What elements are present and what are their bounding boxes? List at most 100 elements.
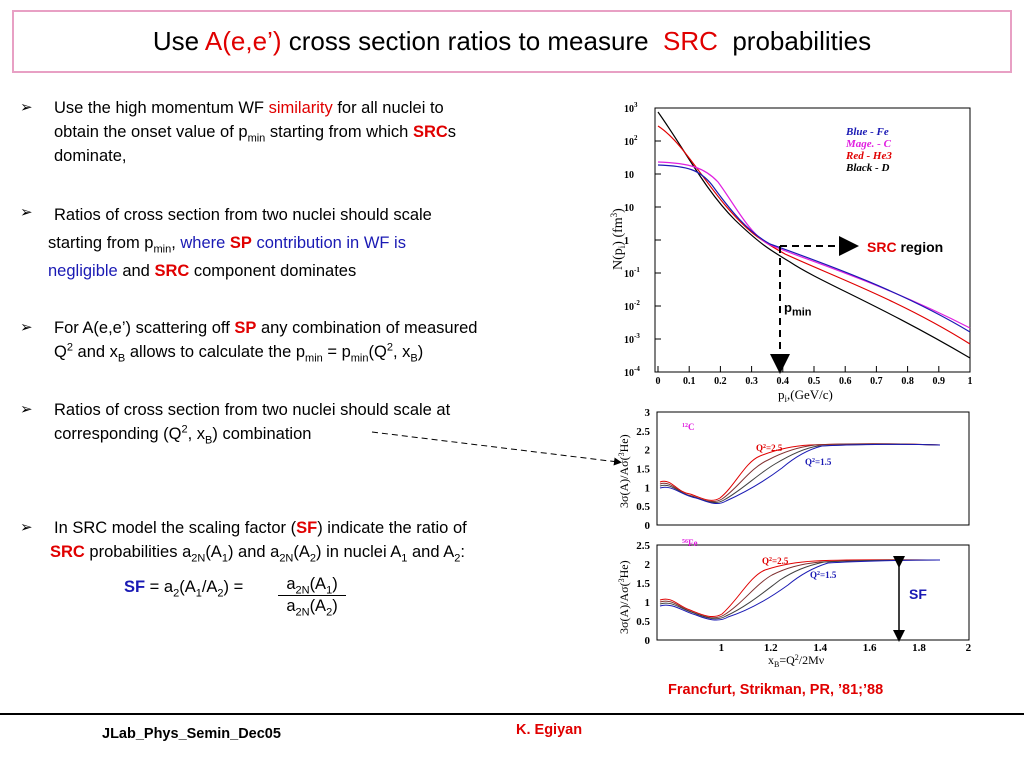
x-tick-label: 0.2 bbox=[714, 376, 727, 387]
momentum-distribution-plot: 103 102 10 10 1 10-1 10-2 10-3 10-4 0 0.1 0.2 0.3 0.… bbox=[609, 101, 973, 404]
sf-plot-label: SF bbox=[909, 586, 927, 602]
x-tick-label: 0.6 bbox=[839, 376, 852, 387]
title-highlight-reaction: A(e,e’) bbox=[204, 26, 282, 56]
y-axis-ticks: 103 102 10 10 1 10-1 10-2 10-3 10-4 bbox=[624, 101, 661, 379]
legend-entry-c: Mage. - C bbox=[845, 138, 892, 150]
y-tick-label: 1.5 bbox=[636, 578, 650, 590]
y-tick-label: 10-2 bbox=[624, 299, 640, 313]
bullet-text: Use the high momentum WF similarity for … bbox=[54, 99, 457, 165]
curve-iron bbox=[657, 164, 971, 333]
y-tick-label: 1.5 bbox=[636, 464, 650, 476]
y-tick-label: 102 bbox=[624, 134, 638, 148]
y-tick-label: 0 bbox=[645, 635, 651, 647]
title-text: probabilities bbox=[717, 26, 872, 56]
pmin-label: pmin bbox=[784, 300, 812, 319]
y-tick-label: 10-1 bbox=[624, 266, 640, 280]
y-tick-label: 10-4 bbox=[624, 365, 640, 379]
x-tick-label: 1.6 bbox=[863, 642, 877, 654]
src-region-label: SRC region bbox=[867, 239, 944, 255]
bullet-text: Ratios of cross section from two nuclei … bbox=[54, 206, 432, 224]
x-tick-label: 1 bbox=[968, 376, 973, 387]
x-tick-label: 0.3 bbox=[745, 376, 758, 387]
y-tick-label: 1 bbox=[645, 597, 651, 609]
lower-y-label: 3σ(A)/Aσ(3He) bbox=[617, 560, 631, 634]
y-tick-label: 0.5 bbox=[636, 616, 650, 628]
title-highlight-src: SRC bbox=[662, 26, 718, 56]
y-tick-label: 2 bbox=[645, 559, 651, 571]
sf-label: SF bbox=[124, 578, 146, 596]
title-text: Use bbox=[152, 26, 205, 56]
y-tick-label: 10 bbox=[624, 170, 634, 181]
y-tick-label: 1 bbox=[624, 236, 629, 247]
upper-y-label: 3σ(A)/Aσ(3He) bbox=[617, 434, 631, 508]
q2-label-high: Q2=2.5 bbox=[762, 556, 789, 566]
y-tick-label: 3 bbox=[645, 407, 651, 419]
curve-he3 bbox=[657, 125, 971, 345]
lower-ratio-curves bbox=[659, 559, 941, 621]
y-tick-label: 1 bbox=[645, 482, 651, 494]
title-text: cross section ratios to measure bbox=[281, 26, 663, 56]
arrow-bullet-icon: ➢ bbox=[20, 519, 33, 536]
q2-label-high: Q2=2.5 bbox=[756, 443, 783, 453]
ratio-x-label: xB=Q2/2Mν bbox=[768, 653, 825, 669]
connector-arrow bbox=[371, 431, 622, 466]
nucleus-label-fe56: 56Fe bbox=[682, 538, 698, 548]
lower-ratio-frame bbox=[656, 544, 970, 641]
lower-y-ticks: 2.5 2 1.5 1 0.5 0 bbox=[636, 540, 650, 647]
y-tick-label: 10 bbox=[624, 203, 634, 214]
x-tick-label: 1.8 bbox=[912, 642, 926, 654]
q2-label-low: Q2=1.5 bbox=[810, 570, 837, 580]
arrow-bullet-icon: ➢ bbox=[20, 319, 33, 336]
y-tick-label: 0.5 bbox=[636, 501, 650, 513]
x-tick-label: 0.9 bbox=[933, 376, 946, 387]
x-axis-label: pi,(GeV/c) bbox=[778, 387, 833, 404]
legend-entry-d: Black - D bbox=[845, 162, 889, 174]
x-tick-label: 0 bbox=[656, 376, 661, 387]
y-tick-label: 2.5 bbox=[636, 540, 650, 552]
arrow-bullet-icon: ➢ bbox=[20, 401, 33, 418]
x-tick-label: 0.8 bbox=[901, 376, 914, 387]
footer-divider bbox=[0, 713, 1024, 715]
bullet-text-continued: SRC probabilities a2N(A1) and a2N(A2) in… bbox=[50, 543, 465, 565]
legend-entry-fe: Blue - Fe bbox=[845, 126, 889, 138]
curve-deuteron bbox=[657, 111, 971, 359]
plot-legend: Blue - Fe Mage. - C Red - He3 Black - D bbox=[845, 126, 892, 174]
bullet-text-continued: starting from pmin, where SP contributio… bbox=[48, 234, 406, 280]
footer-left-text: JLab_Phys_Semin_Dec05 bbox=[102, 726, 281, 742]
upper-y-ticks: 3 2.5 2 1.5 1 0.5 0 bbox=[636, 407, 650, 532]
ratio-x-ticks: 1 1.2 1.4 1.6 1.8 2 bbox=[719, 642, 972, 654]
fraction-denominator: a2N(A2) bbox=[286, 597, 338, 619]
arrow-bullet-icon: ➢ bbox=[20, 204, 33, 221]
arrow-bullet-icon: ➢ bbox=[20, 99, 33, 116]
x-tick-label: 2 bbox=[966, 642, 972, 654]
bullet-text: Ratios of cross section from two nuclei … bbox=[54, 401, 451, 447]
slide-title: Use A(e,e’) cross section ratios to meas… bbox=[153, 26, 871, 57]
bullet-text: For A(e,e’) scattering off SP any combin… bbox=[54, 319, 478, 365]
legend-entry-he3: Red - He3 bbox=[845, 150, 892, 162]
x-axis-ticks: 0 0.1 0.2 0.3 0.4 0.5 0.6 0.7 0.8 0.9 1 bbox=[656, 366, 973, 387]
nucleus-label-c12: 12C bbox=[682, 422, 695, 432]
sf-fraction: a2N(A1) a2N(A2) bbox=[278, 575, 346, 619]
upper-ratio-curves bbox=[659, 443, 941, 504]
y-tick-label: 2.5 bbox=[636, 426, 650, 438]
title-box: Use A(e,e’) cross section ratios to meas… bbox=[12, 10, 1012, 73]
y-tick-label: 10-3 bbox=[624, 332, 640, 346]
x-tick-label: 1 bbox=[719, 642, 725, 654]
y-axis-label: N(pi) (fm3) bbox=[609, 208, 627, 270]
footer-author: K. Egiyan bbox=[516, 722, 583, 738]
x-tick-label: 0.4 bbox=[777, 376, 790, 387]
sf-equation: SF = a2(A1/A2) = bbox=[124, 578, 244, 600]
reference-citation: Francfurt, Strikman, PR, ’81;’88 bbox=[668, 682, 884, 698]
x-tick-label: 0.1 bbox=[683, 376, 696, 387]
y-tick-label: 0 bbox=[645, 520, 651, 532]
bullet-text: In SRC model the scaling factor (SF) ind… bbox=[54, 519, 467, 537]
x-tick-label: 1.4 bbox=[813, 642, 827, 654]
x-tick-label: 1.2 bbox=[764, 642, 778, 654]
y-tick-label: 2 bbox=[645, 445, 651, 457]
upper-ratio-frame bbox=[656, 411, 970, 526]
x-tick-label: 0.7 bbox=[870, 376, 883, 387]
y-tick-label: 103 bbox=[624, 101, 638, 115]
ratio-plots: 3 2.5 2 1.5 1 0.5 0 2.5 2 1.5 1 0.5 0 1 1.2 1.4 1.6 1.8… bbox=[617, 407, 972, 669]
fraction-numerator: a2N(A1) bbox=[278, 575, 346, 596]
